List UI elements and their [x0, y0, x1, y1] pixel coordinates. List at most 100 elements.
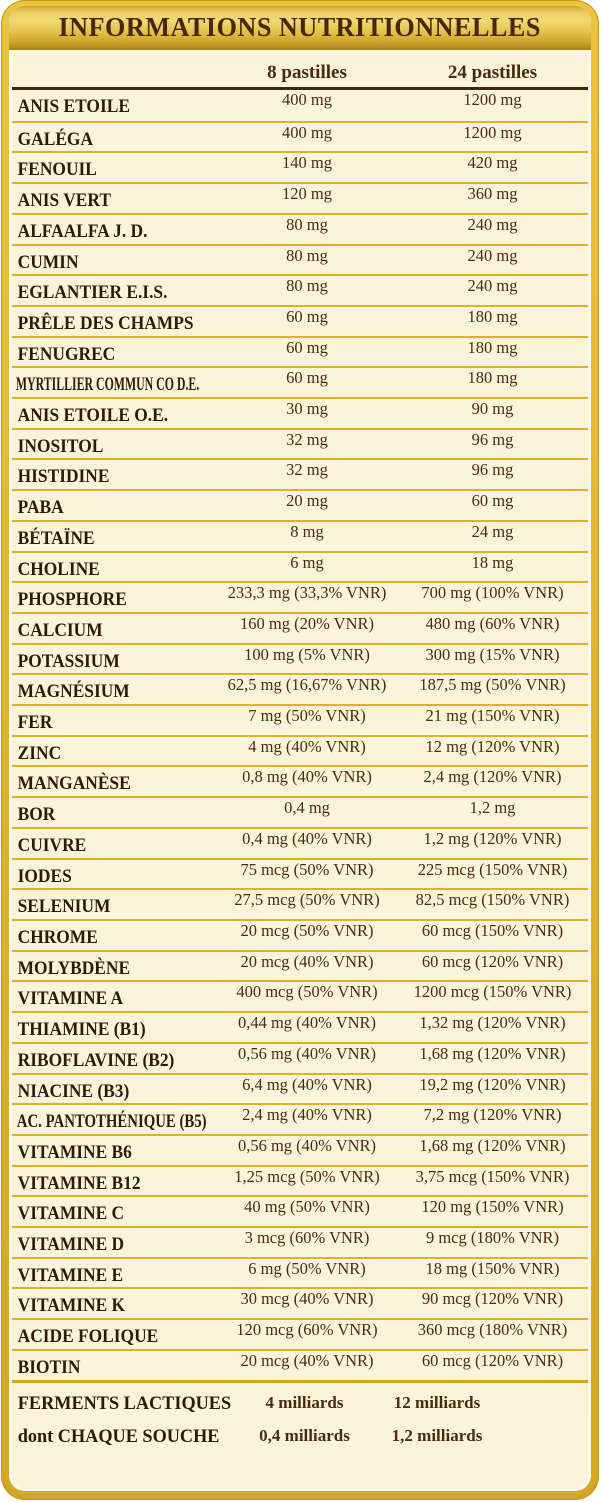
row-label: ANIS ETOILE [17, 97, 130, 117]
row-label: VITAMINE C [17, 1204, 125, 1225]
table-row: MANGANÈSE 0,8 mg (40% VNR) 2,4 mg (120% VN… [12, 765, 588, 796]
row-value-24-pastilles: 240 mg [467, 245, 518, 265]
row-label: VITAMINE B12 [17, 1173, 141, 1194]
row-value-24-pastilles: 24 mg [471, 521, 514, 541]
table-row: NIACINE (B3) 6,4 mg (40% VNR) 19,2 mg (120… [12, 1072, 588, 1104]
table-row: VITAMINE C 40 mg (50% VNR) 120 mg (150% VN… [12, 1195, 588, 1226]
row-value-24-pastilles: 1,68 mg (120% VNR) [419, 1135, 566, 1155]
row-value-8-pastilles: 160 mg (20% VNR) [240, 613, 374, 633]
row-value-24-pastilles: 180 mg [467, 337, 518, 357]
row-value-8-pastilles: 0,56 mg (40% VNR) [237, 1043, 377, 1063]
row-label: POTASSIUM [17, 651, 120, 672]
table-row: CHOLINE 6 mg 18 mg [12, 550, 588, 582]
table-row: THIAMINE (B1) 0,44 mg (40% VNR) 1,32 mg (1… [12, 1011, 588, 1042]
row-value-8-pastilles: 32 mg [286, 429, 328, 449]
row-label: FENUGREC [17, 344, 116, 365]
row-value-24-pastilles: 1,32 mg (120% VNR) [419, 1013, 566, 1033]
row-value-24-pastilles: 187,5 mg (50% VNR) [419, 675, 566, 695]
row-value-8-pastilles: 400 mcg (50% VNR) [236, 982, 378, 1002]
row-label: CALCIUM [17, 620, 103, 641]
row-value-24-pastilles: 240 mg [467, 214, 518, 234]
row-label: VITAMINE K [17, 1296, 126, 1317]
row-value-24-pastilles: 300 mg (15% VNR) [425, 644, 560, 664]
row-value-8-pastilles: 4 mg (40% VNR) [248, 736, 366, 756]
row-value-24-pastilles: 90 mg [471, 399, 514, 419]
row-value-24-pastilles: 3,75 mcg (150% VNR) [415, 1166, 570, 1186]
row-value-8-pastilles: 32 mg [286, 460, 328, 480]
column-header-24-pastilles: 24 pastilles [447, 62, 538, 83]
row-value-24-pastilles: 21 mg (150% VNR) [425, 706, 560, 726]
row-value-24-pastilles: 60 mcg (120% VNR) [421, 1350, 564, 1370]
row-value-8-pastilles: 6 mg [290, 552, 324, 572]
column-header-row: 8 pastilles 24 pastilles [12, 50, 588, 90]
row-value-8-pastilles: 30 mg [286, 399, 328, 419]
row-value-8-pastilles: 0,4 milliards [259, 1426, 350, 1446]
row-value-8-pastilles: 60 mg [286, 306, 328, 326]
table-row: VITAMINE K 30 mcg (40% VNR) 90 mcg (120% V… [12, 1287, 588, 1318]
row-value-8-pastilles: 6 mg (50% VNR) [248, 1258, 366, 1278]
table-row: AC. PANTOTHÉNIQUE (B5) 2,4 mg (40% VNR) 7,… [12, 1103, 588, 1134]
row-label: CUIVRE [17, 835, 87, 856]
row-value-8-pastilles: 75 mcg (50% VNR) [240, 859, 374, 879]
column-header-8-pastilles: 8 pastilles [267, 62, 347, 83]
row-value-24-pastilles: 90 mcg (120% VNR) [421, 1289, 564, 1309]
row-value-8-pastilles: 0,44 mg (40% VNR) [237, 1013, 377, 1033]
table-row: VITAMINE E 6 mg (50% VNR) 18 mg (150% VNR) [12, 1256, 588, 1288]
row-value-8-pastilles: 2,4 mg (40% VNR) [242, 1105, 372, 1125]
row-label: CHROME [17, 927, 98, 948]
row-value-8-pastilles: 8 mg [290, 521, 324, 541]
row-value-24-pastilles: 12 mg (120% VNR) [425, 736, 560, 756]
table-row: ALFAALFA J. D. 80 mg 240 mg [12, 212, 588, 244]
row-value-8-pastilles: 60 mg [286, 337, 328, 357]
row-value-8-pastilles: 400 mg [282, 90, 332, 109]
row-value-8-pastilles: 20 mcg (40% VNR) [240, 1350, 374, 1370]
row-label: ALFAALFA J. D. [17, 221, 148, 242]
row-label: PABA [17, 498, 64, 519]
table-row: FENOUIL 140 mg 420 mg [12, 151, 588, 182]
row-value-24-pastilles: 240 mg [467, 276, 518, 296]
row-label: ACIDE FOLIQUE [17, 1327, 159, 1348]
row-label: THIAMINE (B1) [17, 1020, 146, 1041]
table-row: FER 7 mg (50% VNR) 21 mg (150% VNR) [12, 704, 588, 735]
row-label: PHOSPHORE [17, 590, 127, 611]
row-value-8-pastilles: 30 mcg (40% VNR) [240, 1289, 374, 1309]
row-value-24-pastilles: 12 milliards [393, 1393, 481, 1413]
row-value-8-pastilles: 1,25 mcg (50% VNR) [234, 1166, 380, 1186]
row-label: PRÊLE DES CHAMPS [17, 313, 194, 334]
nutrition-rows: ANIS ETOILE 400 mg 1200 mg GALÉGA 400 mg 1200… [12, 90, 588, 1380]
row-value-24-pastilles: 96 mg [471, 429, 514, 449]
ferments-rows: FERMENTS LACTIQUES 4 milliards 12 milliard… [12, 1379, 588, 1453]
row-value-8-pastilles: 3 mcg (60% VNR) [244, 1228, 370, 1248]
row-label: GALÉGA [17, 129, 94, 150]
table-row: ANIS ETOILE O.E. 30 mg 90 mg [12, 397, 588, 428]
row-value-24-pastilles: 60 mcg (150% VNR) [421, 920, 564, 940]
row-label: IODES [17, 866, 72, 887]
row-label: VITAMINE B6 [17, 1142, 132, 1163]
row-value-24-pastilles: 18 mg (150% VNR) [425, 1258, 560, 1278]
table-row: MAGNÉSIUM 62,5 mg (16,67% VNR) 187,5 mg (5… [12, 673, 588, 704]
row-value-8-pastilles: 80 mg [286, 276, 328, 296]
row-value-8-pastilles: 233,3 mg (33,3% VNR) [227, 583, 387, 603]
table-row: IODES 75 mcg (50% VNR) 225 mcg (150% VNR) [12, 857, 588, 889]
table-row: CALCIUM 160 mg (20% VNR) 480 mg (60% VNR) [12, 611, 588, 643]
row-value-24-pastilles: 700 mg (100% VNR) [421, 583, 564, 603]
row-label: ANIS VERT [17, 191, 111, 212]
row-value-24-pastilles: 420 mg [467, 153, 518, 173]
table-row: RIBOFLAVINE (B2) 0,56 mg (40% VNR) 1,68 mg… [12, 1041, 588, 1073]
row-label: RIBOFLAVINE (B2) [17, 1050, 175, 1071]
row-value-8-pastilles: 20 mg [286, 491, 328, 511]
row-value-24-pastilles: 1200 mg [463, 122, 522, 142]
table-row: ZINC 4 mg (40% VNR) 12 mg (120% VNR) [12, 734, 588, 766]
row-value-24-pastilles: 1200 mg [463, 90, 522, 109]
row-label: EGLANTIER E.I.S. [17, 283, 168, 304]
table-row: VITAMINE D 3 mcg (60% VNR) 9 mcg (180% VNR… [12, 1226, 588, 1257]
table-row: CUIVRE 0,4 mg (40% VNR) 1,2 mg (120% VNR) [12, 826, 588, 858]
row-value-24-pastilles: 2,4 mg (120% VNR) [423, 767, 562, 787]
row-value-24-pastilles: 360 mg [467, 184, 518, 204]
row-label: BIOTIN [17, 1357, 81, 1378]
table-row: MOLYBDÈNE 20 mcg (40% VNR) 60 mcg (120% VN… [12, 949, 588, 981]
row-value-8-pastilles: 140 mg [282, 153, 332, 173]
row-label: dont CHAQUE SOUCHE [17, 1425, 220, 1447]
row-value-24-pastilles: 360 mcg (180% VNR) [417, 1320, 568, 1340]
